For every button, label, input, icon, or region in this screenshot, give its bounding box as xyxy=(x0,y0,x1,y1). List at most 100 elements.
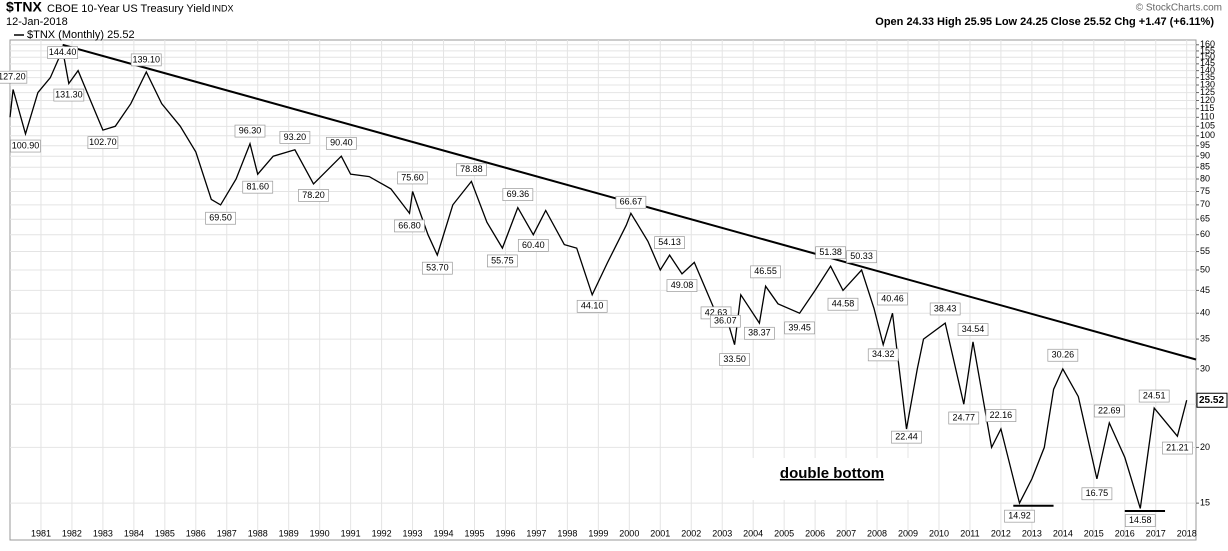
data-label-box xyxy=(298,189,329,202)
x-tick-label: 1995 xyxy=(464,528,484,538)
x-tick-label: 2018 xyxy=(1177,528,1197,538)
price-line xyxy=(9,47,1188,509)
x-tick-label: 1982 xyxy=(62,528,82,538)
y-tick-label: 115 xyxy=(1200,103,1214,113)
data-label: 16.75 xyxy=(1086,488,1109,498)
chart-title: CBOE 10-Year US Treasury Yield xyxy=(47,3,210,15)
x-tick-label: 2017 xyxy=(1146,528,1166,538)
x-tick-label: 2014 xyxy=(1053,528,1073,538)
date: 12-Jan-2018 xyxy=(6,16,68,28)
data-label: 38.43 xyxy=(934,303,957,313)
x-tick-label: 2000 xyxy=(619,528,639,538)
data-label-box xyxy=(744,326,775,340)
data-label-box xyxy=(1081,487,1113,501)
data-label: 81.60 xyxy=(246,182,269,192)
x-tick-label: 1987 xyxy=(217,528,237,538)
x-tick-label: 1983 xyxy=(93,528,113,538)
y-tick-label: 135 xyxy=(1200,72,1215,82)
data-label: 24.77 xyxy=(952,412,975,422)
data-label: 66.80 xyxy=(398,220,421,230)
data-label-box xyxy=(456,163,487,177)
x-tick-label: 2009 xyxy=(898,528,918,538)
data-label: 90.40 xyxy=(330,138,353,148)
x-tick-label: 2016 xyxy=(1115,528,1135,538)
data-label: 22.44 xyxy=(895,432,918,442)
data-label-box xyxy=(815,246,846,260)
y-tick-label: 120 xyxy=(1200,95,1215,105)
y-tick-label: 90 xyxy=(1200,151,1210,161)
x-tick-label: 2004 xyxy=(743,528,763,538)
data-label-box xyxy=(719,353,750,366)
annotation: double bottom xyxy=(780,465,884,482)
marks: 127.20 100.90 144.40 131.30 102.70 139.10 69.5… xyxy=(0,43,1197,527)
data-label: 36.07 xyxy=(714,316,737,326)
data-label-box xyxy=(615,195,647,209)
data-label: 100.90 xyxy=(12,140,40,150)
data-label: 34.54 xyxy=(962,324,985,334)
data-label: 22.16 xyxy=(990,410,1013,420)
y-tick-label: 80 xyxy=(1200,173,1210,183)
data-label-box xyxy=(205,211,236,225)
data-label-box xyxy=(1004,509,1035,523)
data-label: 60.40 xyxy=(522,240,545,250)
data-label-box xyxy=(397,171,428,185)
x-tick-label: 2007 xyxy=(836,528,856,538)
data-label-box xyxy=(53,88,85,102)
data-label-box xyxy=(576,299,608,313)
annotation-box xyxy=(745,458,918,500)
data-label-box xyxy=(325,136,357,150)
x-tick-label: 2011 xyxy=(960,528,979,538)
symbol: $TNX xyxy=(6,0,42,15)
y-tick-label: 15 xyxy=(1200,498,1210,508)
data-label-box xyxy=(1162,441,1193,455)
x-tick-label: 1999 xyxy=(588,528,608,538)
data-label-box xyxy=(750,265,781,279)
data-label: 66.67 xyxy=(620,197,643,207)
data-label-box xyxy=(0,70,28,84)
current-value: 25.52 xyxy=(1199,395,1224,406)
x-tick-label: 1993 xyxy=(403,528,423,538)
x-tick-label: 2010 xyxy=(929,528,949,538)
y-tick-label: 55 xyxy=(1200,246,1210,256)
data-label-box xyxy=(948,411,980,425)
data-label-box xyxy=(891,430,922,444)
data-label-box xyxy=(517,239,549,252)
y-tick-label: 70 xyxy=(1200,199,1210,209)
data-label-box xyxy=(784,321,815,335)
data-label: 44.10 xyxy=(581,301,604,311)
x-tick-label: 2013 xyxy=(1022,528,1042,538)
data-label: 22.69 xyxy=(1098,405,1121,415)
x-tick-label: 1990 xyxy=(310,528,330,538)
data-label: 75.60 xyxy=(401,172,424,182)
y-tick-label: 130 xyxy=(1200,79,1215,89)
y-tick-label: 50 xyxy=(1200,264,1210,274)
source: © StockCharts.com xyxy=(1136,3,1222,14)
data-label-box xyxy=(487,254,518,268)
y-tick-label: 140 xyxy=(1200,65,1215,75)
data-label-box xyxy=(654,236,685,249)
data-label: 42.63 xyxy=(705,307,728,317)
data-label-box xyxy=(957,323,989,336)
data-label: 144.40 xyxy=(49,47,77,57)
y-tick-label: 160 xyxy=(1200,39,1215,49)
data-label: 34.32 xyxy=(872,349,895,359)
x-tick-label: 1998 xyxy=(557,528,577,538)
y-tick-label: 30 xyxy=(1200,363,1210,373)
data-label: 78.88 xyxy=(460,164,483,174)
data-label-box xyxy=(234,124,266,138)
x-tick-label: 2002 xyxy=(681,528,701,538)
x-tick-label: 1997 xyxy=(526,528,546,538)
data-label: 69.36 xyxy=(507,189,530,199)
data-label: 53.70 xyxy=(426,263,449,273)
x-tick-label: 2015 xyxy=(1084,528,1104,538)
data-label: 14.58 xyxy=(1129,515,1152,525)
y-tick-label: 85 xyxy=(1200,162,1210,172)
x-tick-label: 2003 xyxy=(712,528,732,538)
current-value-box xyxy=(1196,392,1228,408)
data-label-box xyxy=(666,279,698,292)
y-tick-label: 65 xyxy=(1200,214,1210,224)
data-label-box xyxy=(502,188,534,201)
data-label: 139.10 xyxy=(132,54,160,64)
